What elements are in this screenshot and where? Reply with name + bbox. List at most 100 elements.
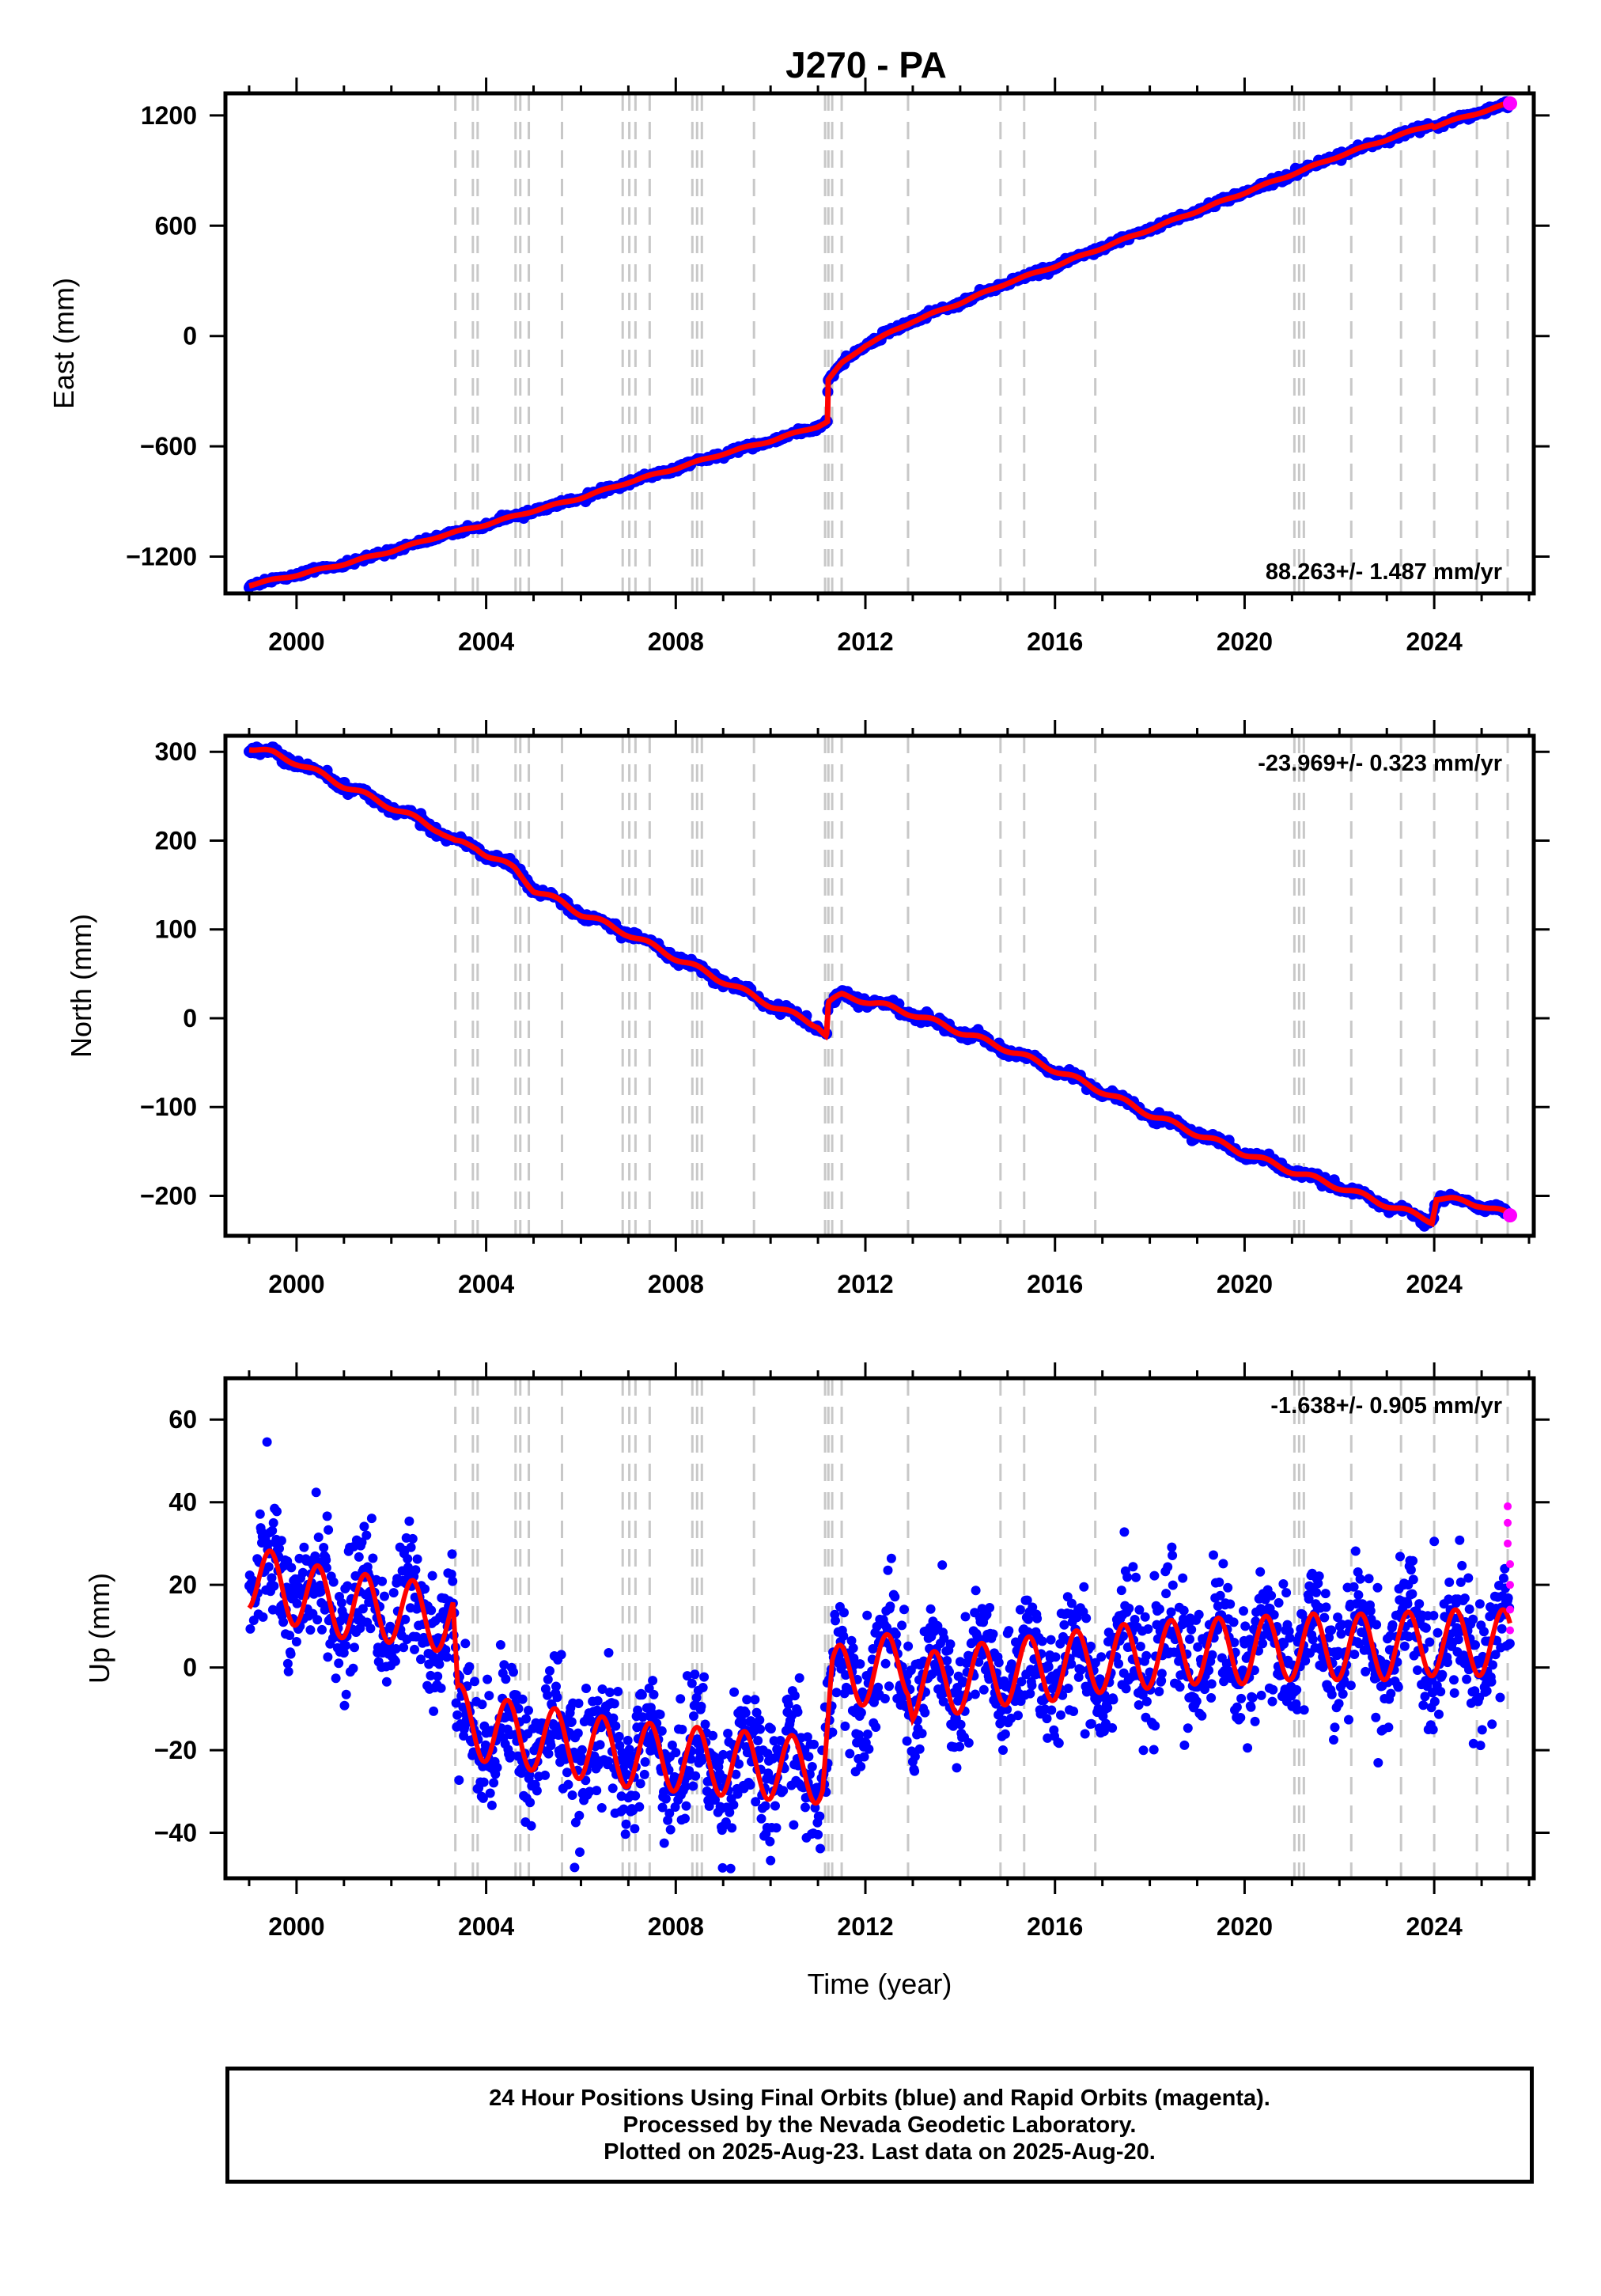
data-point (789, 1820, 799, 1830)
data-point (611, 1721, 621, 1731)
data-point (368, 1553, 378, 1563)
data-point (725, 1807, 735, 1817)
data-point (1175, 1682, 1185, 1692)
data-point (570, 1862, 580, 1873)
data-point (269, 1581, 279, 1591)
data-point (1229, 1638, 1240, 1647)
data-point (486, 1800, 497, 1810)
rapid-orbit-point (1504, 1518, 1512, 1527)
data-point (677, 1725, 687, 1734)
y-tick-label: −200 (140, 1181, 197, 1210)
data-point (910, 1766, 920, 1776)
data-point (1258, 1639, 1268, 1649)
data-point (1434, 1709, 1444, 1719)
data-point (1095, 1674, 1105, 1684)
data-point (1490, 1650, 1501, 1660)
data-point (1108, 1695, 1118, 1705)
data-point (1444, 1577, 1455, 1587)
data-point (1314, 1571, 1324, 1582)
data-point (556, 1650, 566, 1660)
data-point (1436, 1687, 1446, 1697)
data-point (1232, 1702, 1242, 1712)
data-point (639, 1769, 649, 1779)
data-point (1444, 1594, 1454, 1605)
data-point (478, 1793, 488, 1803)
data-point (311, 1487, 321, 1498)
data-point (1279, 1639, 1289, 1649)
data-point (1402, 1599, 1413, 1609)
data-point (1504, 1639, 1515, 1649)
data-point (268, 1517, 278, 1528)
data-point (1015, 1605, 1025, 1615)
data-point (721, 1817, 731, 1827)
data-point (477, 1699, 487, 1710)
data-point (1455, 1535, 1465, 1545)
data-point (328, 1577, 339, 1587)
rapid-orbit-point (1504, 1502, 1512, 1510)
data-point (1131, 1572, 1141, 1582)
data-point (831, 1616, 840, 1626)
data-point (810, 1802, 820, 1813)
data-point (1425, 1637, 1435, 1647)
data-point (299, 1542, 309, 1552)
data-point (883, 1565, 893, 1575)
x-tick-label: 2020 (1217, 1270, 1273, 1298)
data-point (1156, 1669, 1167, 1679)
data-point (630, 1790, 641, 1801)
data-point (1299, 1705, 1309, 1715)
data-point (321, 1555, 331, 1565)
data-point (506, 1750, 516, 1760)
data-point (689, 1711, 698, 1721)
data-point (742, 1695, 752, 1705)
data-point (827, 1727, 838, 1737)
data-point (1361, 1666, 1371, 1677)
data-point (840, 1721, 850, 1731)
data-point (667, 1740, 677, 1750)
data-point (704, 1801, 714, 1811)
data-point (1393, 1682, 1403, 1692)
data-point (914, 1744, 925, 1754)
data-point (297, 1567, 308, 1578)
data-point (800, 1802, 810, 1813)
data-point (448, 1576, 458, 1586)
data-point (1103, 1703, 1113, 1713)
data-point (958, 1677, 968, 1687)
data-point (464, 1661, 475, 1672)
data-point (513, 1703, 524, 1714)
data-point (608, 1713, 619, 1723)
data-point (1429, 1696, 1440, 1707)
y-tick-label: 1200 (141, 101, 197, 130)
data-point (1418, 1700, 1429, 1711)
data-point (1155, 1604, 1164, 1614)
data-point (854, 1730, 864, 1740)
data-point (839, 1608, 849, 1618)
data-point (341, 1689, 351, 1699)
data-point (1304, 1593, 1314, 1604)
data-point (793, 1707, 803, 1717)
data-point (575, 1847, 585, 1857)
data-point (1420, 1692, 1430, 1702)
data-point (1408, 1555, 1418, 1566)
panel-up: 2000 2004 2008 2012 2016 2020 2024−40−20020406… (83, 1362, 1550, 2000)
data-point (1215, 1590, 1225, 1601)
data-point (802, 1732, 812, 1742)
data-point (925, 1604, 936, 1614)
data-point (1066, 1659, 1077, 1669)
data-point (305, 1625, 316, 1635)
data-point (1433, 1627, 1443, 1638)
data-point (985, 1603, 995, 1612)
data-point (775, 1736, 785, 1745)
data-point (334, 1658, 344, 1669)
data-point (862, 1610, 872, 1620)
data-point (1321, 1602, 1331, 1612)
rapid-orbit-point (1504, 1539, 1512, 1548)
data-point (321, 1563, 331, 1573)
data-point (489, 1778, 499, 1788)
data-point (317, 1624, 327, 1635)
data-point (699, 1672, 710, 1682)
north-frame (223, 733, 1536, 1238)
data-point (687, 1678, 697, 1688)
data-point (846, 1635, 857, 1646)
data-point (960, 1612, 971, 1622)
data-point (312, 1615, 323, 1625)
